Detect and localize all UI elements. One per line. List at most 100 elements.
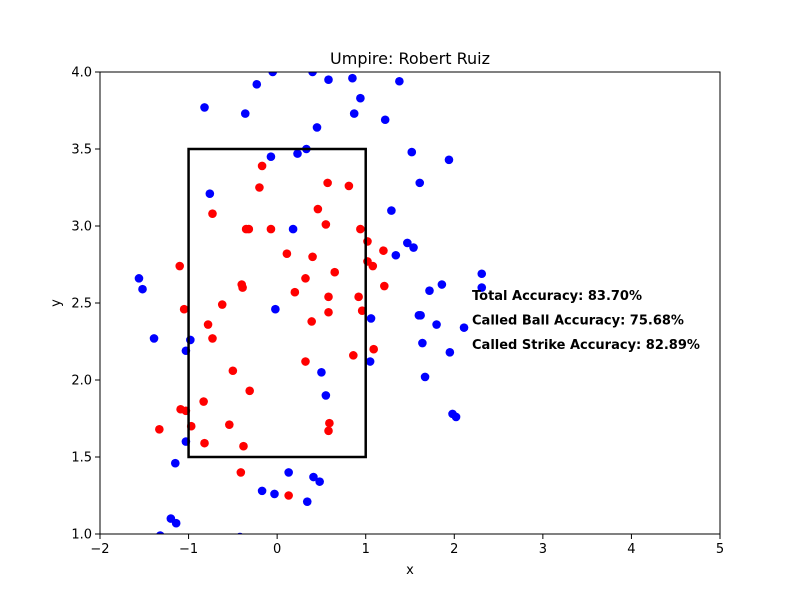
x-tick-label: 3 (539, 542, 547, 557)
point-series-1 (317, 368, 326, 377)
point-series-1 (309, 472, 318, 482)
point-series-2 (380, 281, 389, 291)
point-series-2 (199, 397, 208, 406)
y-axis: 1.0 1.5 2.0 2.5 3.0 3.5 4.0 (71, 66, 100, 543)
point-series-2 (208, 334, 217, 343)
point-series-1 (420, 372, 430, 382)
point-series-2 (344, 181, 354, 191)
point-series-1 (380, 115, 390, 125)
x-axis-label: x (406, 563, 414, 578)
y-tick-label: 3.5 (71, 143, 92, 158)
y-tick-label: 2.5 (71, 297, 92, 312)
point-series-2 (323, 178, 332, 188)
point-series-1 (293, 149, 302, 158)
point-series-1 (171, 518, 181, 528)
point-series-2 (155, 424, 164, 434)
point-series-2 (244, 224, 254, 234)
point-series-2 (307, 317, 316, 326)
point-series-1 (391, 250, 401, 260)
point-series-2 (301, 357, 310, 366)
point-series-1 (416, 311, 425, 320)
chart-title: Umpire: Robert Ruiz (330, 49, 490, 68)
point-series-1 (271, 304, 280, 314)
point-series-2 (330, 267, 340, 277)
point-series-1 (348, 73, 357, 83)
point-series-1 (240, 109, 250, 118)
point-series-1 (437, 280, 447, 289)
point-series-1 (308, 72, 317, 77)
accuracy-annotation: Called Strike Accuracy: 82.89% (472, 338, 700, 353)
x-tick-label: 0 (273, 542, 281, 557)
point-series-1 (138, 284, 147, 294)
point-series-1 (156, 531, 165, 534)
point-series-2 (217, 300, 227, 309)
y-tick-label: 3.0 (71, 220, 92, 235)
point-series-1 (284, 468, 293, 477)
point-series-2 (236, 468, 246, 477)
point-series-2 (301, 274, 310, 283)
point-series-1 (302, 497, 312, 506)
point-series-2 (324, 292, 333, 302)
point-series-2 (255, 183, 264, 192)
point-series-2 (308, 252, 317, 262)
x-tick-label: 5 (716, 542, 724, 557)
points-layer (134, 72, 487, 534)
point-series-2 (368, 261, 378, 271)
point-series-2 (203, 320, 213, 329)
point-series-1 (252, 80, 262, 89)
x-tick-label: 4 (627, 542, 635, 557)
strike-zone (187, 147, 367, 459)
point-series-2 (369, 344, 378, 354)
y-axis-label: y (49, 299, 64, 307)
point-series-2 (356, 224, 365, 234)
point-series-1 (366, 314, 376, 323)
point-series-2 (245, 386, 254, 396)
point-series-1 (403, 238, 412, 248)
point-series-2 (284, 491, 293, 500)
point-series-2 (379, 246, 388, 255)
x-axis: −2 −1 0 1 2 3 4 5 (90, 534, 724, 557)
point-series-1 (451, 412, 461, 422)
point-series-1 (205, 189, 215, 198)
point-series-2 (175, 261, 185, 271)
point-series-2 (239, 441, 248, 451)
point-series-2 (349, 351, 358, 360)
point-series-1 (315, 477, 324, 486)
point-series-1 (432, 320, 441, 329)
point-series-1 (321, 391, 331, 400)
point-series-1 (407, 147, 417, 157)
point-series-1 (312, 123, 322, 132)
point-series-1 (445, 347, 455, 357)
point-series-2 (354, 292, 363, 302)
point-series-1 (477, 269, 487, 279)
point-series-2 (321, 220, 331, 229)
point-series-1 (418, 338, 427, 348)
x-tick-label: 1 (362, 542, 370, 557)
point-series-1 (356, 93, 365, 103)
point-series-1 (257, 486, 267, 496)
y-tick-label: 2.0 (71, 374, 92, 389)
point-series-2 (324, 307, 333, 317)
point-series-1 (149, 334, 159, 343)
point-series-1 (444, 155, 454, 165)
point-series-1 (409, 243, 418, 252)
point-series-1 (425, 286, 434, 295)
point-series-1 (288, 224, 298, 234)
point-series-1 (349, 109, 359, 118)
point-series-1 (200, 103, 209, 112)
point-series-2 (290, 287, 300, 297)
point-series-1 (324, 75, 333, 84)
point-series-2 (266, 224, 276, 234)
y-tick-label: 1.5 (71, 451, 92, 466)
point-series-1 (387, 206, 396, 215)
point-series-1 (415, 178, 425, 188)
x-tick-label: −1 (179, 542, 198, 557)
point-series-2 (228, 366, 238, 376)
point-series-2 (282, 249, 292, 259)
y-tick-label: 1.0 (71, 528, 92, 543)
y-tick-label: 4.0 (71, 66, 92, 81)
point-series-2 (179, 304, 189, 314)
point-series-1 (134, 274, 144, 283)
point-series-2 (208, 209, 217, 218)
